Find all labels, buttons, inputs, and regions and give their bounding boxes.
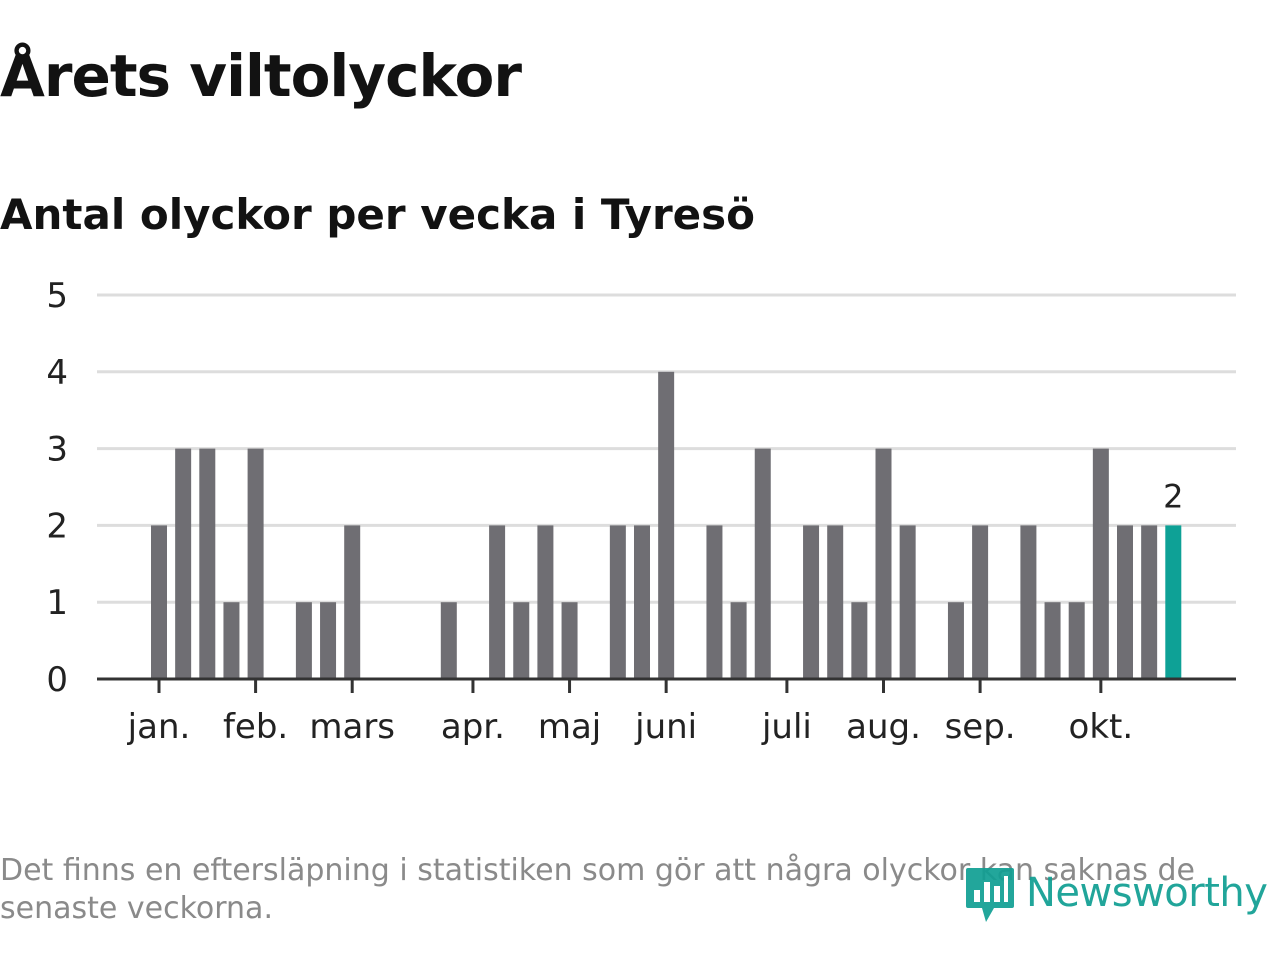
bar: [875, 448, 892, 679]
x-tick-label: okt.: [1069, 707, 1134, 747]
bar: [320, 602, 337, 679]
brand-logo[interactable]: Newsworthy: [964, 860, 1268, 926]
x-tick-label: jan.: [127, 707, 191, 747]
bar: [730, 602, 747, 679]
y-axis-labels: 0 1 2 3 4 5: [46, 276, 68, 700]
bar: [537, 525, 554, 679]
bars: 2: [151, 371, 1183, 679]
bar: [972, 525, 989, 679]
bar: [706, 525, 723, 679]
bar: [175, 448, 192, 679]
y-tick-label: 2: [46, 506, 68, 546]
brand-name: Newsworthy: [1026, 870, 1268, 916]
data-label: 2: [1163, 477, 1183, 515]
bar: [344, 525, 361, 679]
bar: [609, 525, 626, 679]
x-tick-label: juli: [761, 707, 812, 747]
bar-chart: 0 1 2 3 4 5 2 jan. feb. mars apr. maj juni juli aug.…: [46, 276, 1236, 747]
chart-title: Årets viltolyckor: [0, 42, 522, 110]
bar: [1117, 525, 1133, 679]
bar-chart-logo-icon: [966, 868, 1014, 922]
y-tick-label: 4: [46, 353, 68, 393]
x-tick-label: mars: [309, 707, 395, 747]
x-axis-labels: jan. feb. mars apr. maj juni juli aug. sep. okt.: [127, 707, 1133, 747]
y-tick-label: 0: [46, 660, 68, 700]
x-axis: [97, 677, 1236, 693]
bar: [489, 525, 506, 679]
bar: [899, 525, 916, 679]
bar: [151, 525, 167, 679]
bar: [561, 602, 578, 679]
x-tick-label: aug.: [846, 707, 921, 747]
x-tick-label: juni: [634, 707, 697, 747]
bar: [851, 602, 868, 679]
x-tick-label: feb.: [223, 707, 288, 747]
bar: [803, 525, 820, 679]
bar: [1092, 448, 1109, 679]
bar: [440, 602, 457, 679]
y-tick-label: 1: [46, 583, 68, 623]
x-tick-label: sep.: [945, 707, 1016, 747]
bar: [658, 371, 675, 679]
bar: [247, 448, 264, 679]
bar: [223, 602, 240, 679]
bar: [1044, 602, 1061, 679]
bar: [513, 602, 530, 679]
bar: [947, 602, 964, 679]
bar: [1068, 602, 1085, 679]
bar: [1141, 525, 1158, 679]
x-tick-label: apr.: [441, 707, 505, 747]
y-tick-label: 3: [46, 430, 68, 470]
x-tick-label: maj: [538, 707, 601, 747]
chart-subtitle: Antal olyckor per vecka i Tyresö: [0, 190, 756, 239]
bar: [754, 448, 771, 679]
y-tick-label: 5: [46, 276, 68, 316]
bar: [1020, 525, 1037, 679]
bar: [295, 602, 312, 679]
bar: [199, 448, 216, 679]
bar-highlight: [1165, 525, 1182, 679]
bar: [634, 525, 650, 679]
bar: [827, 525, 844, 679]
